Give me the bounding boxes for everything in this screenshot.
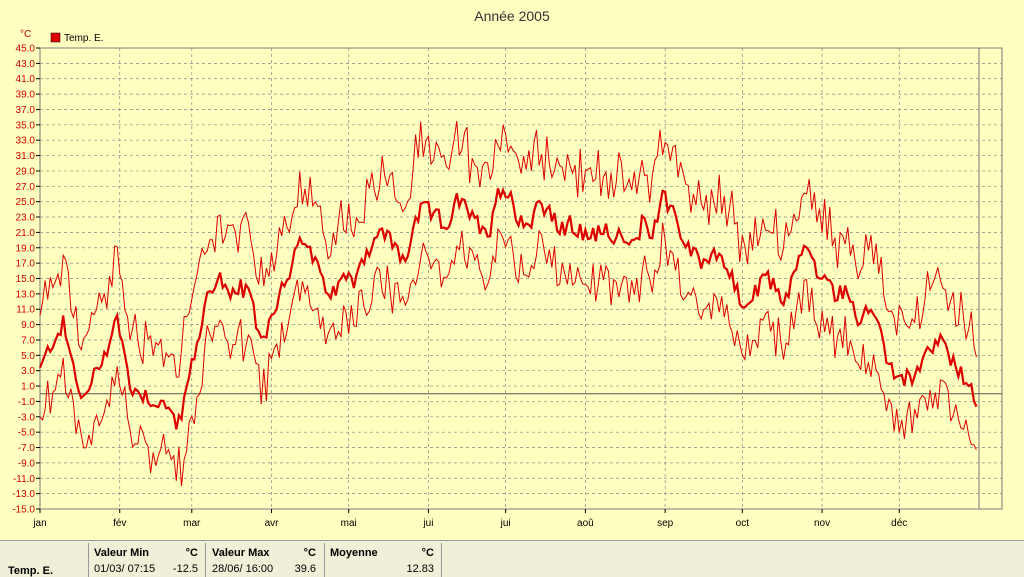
legend-swatch	[50, 32, 61, 43]
y-tick-label: -1.0	[18, 397, 36, 408]
x-tick-label: déc	[891, 518, 907, 529]
y-tick-label: 43.0	[16, 59, 36, 70]
y-tick-label: 13.0	[16, 289, 36, 300]
x-tick-label: mar	[183, 518, 201, 529]
x-tick-label: oct	[736, 518, 750, 529]
min-value: -12.5	[172, 563, 198, 575]
y-tick-label: 45.0	[16, 44, 36, 55]
y-tick-label: 29.0	[16, 166, 36, 177]
x-tick-label: sep	[657, 518, 674, 529]
y-tick-label: 17.0	[16, 259, 36, 270]
x-axis-ticks: jan fév mar avr mai jui jui aoû sep oct nov déc	[32, 509, 907, 529]
x-tick-label: jui	[422, 518, 433, 529]
series-min-line	[39, 222, 977, 487]
y-tick-label: 11.0	[16, 305, 35, 316]
mean-value: 12.83	[406, 563, 434, 575]
y-tick-label: 25.0	[16, 197, 36, 208]
temperature-chart: Année 2005 °C Temp. E. 45.0 43.0 41.0 39.0 3…	[12, 8, 1003, 529]
y-axis-ticks: 45.0 43.0 41.0 39.0 37.0 35.0 33.0 31.0 29.0 27.0…	[12, 44, 40, 516]
y-tick-label: -5.0	[18, 428, 36, 439]
y-tick-label: 27.0	[16, 182, 36, 193]
x-tick-label: mai	[341, 518, 357, 529]
chart-title: Année 2005	[474, 8, 550, 24]
max-value: 39.6	[294, 563, 316, 575]
y-tick-label: 1.0	[21, 382, 35, 393]
series-group	[38, 121, 978, 487]
stats-mean: Moyenne °C 12.83	[330, 547, 434, 575]
y-tick-label: 21.0	[16, 228, 36, 239]
y-tick-label: 7.0	[21, 335, 35, 346]
y-tick-label: -13.0	[12, 489, 35, 500]
max-date: 28/06/ 16:00	[212, 563, 274, 575]
stats-bar: Temp. E. Valeur Min °C 01/03/ 07:15 -12.…	[0, 540, 1024, 577]
y-tick-label: 39.0	[16, 90, 36, 101]
y-tick-label: 19.0	[16, 243, 36, 254]
y-tick-label: 35.0	[16, 120, 36, 131]
x-tick-label: fév	[113, 518, 126, 529]
grid	[40, 47, 1002, 510]
min-date: 01/03/ 07:15	[94, 563, 156, 575]
y-tick-label: -3.0	[18, 412, 36, 423]
y-tick-label: 5.0	[21, 351, 35, 362]
y-tick-label: 3.0	[21, 366, 35, 377]
x-tick-label: jan	[32, 518, 46, 529]
y-tick-label: 9.0	[21, 320, 35, 331]
stats-series-label: Temp. E.	[8, 565, 54, 577]
series-mean-line	[38, 186, 978, 430]
stats-max: Valeur Max °C 28/06/ 16:00 39.6	[212, 547, 316, 575]
y-tick-label: 33.0	[16, 136, 36, 147]
x-tick-label: nov	[814, 518, 830, 529]
y-tick-label: -7.0	[18, 443, 36, 454]
y-tick-label: 31.0	[16, 151, 36, 162]
stats-min: Valeur Min °C 01/03/ 07:15 -12.5	[94, 547, 198, 575]
y-tick-label: -15.0	[12, 505, 35, 516]
x-tick-label: jui	[500, 518, 511, 529]
x-tick-label: avr	[265, 518, 280, 529]
x-tick-label: aoû	[577, 518, 594, 529]
y-tick-label: 23.0	[16, 213, 36, 224]
y-tick-label: 15.0	[16, 274, 36, 285]
legend-label: Temp. E.	[64, 33, 103, 44]
y-unit-label: °C	[20, 29, 31, 40]
series-max-line	[39, 121, 977, 378]
y-tick-label: 37.0	[16, 105, 36, 116]
y-tick-label: -9.0	[18, 458, 36, 469]
y-tick-label: -11.0	[13, 474, 35, 485]
y-tick-label: 41.0	[16, 74, 36, 85]
